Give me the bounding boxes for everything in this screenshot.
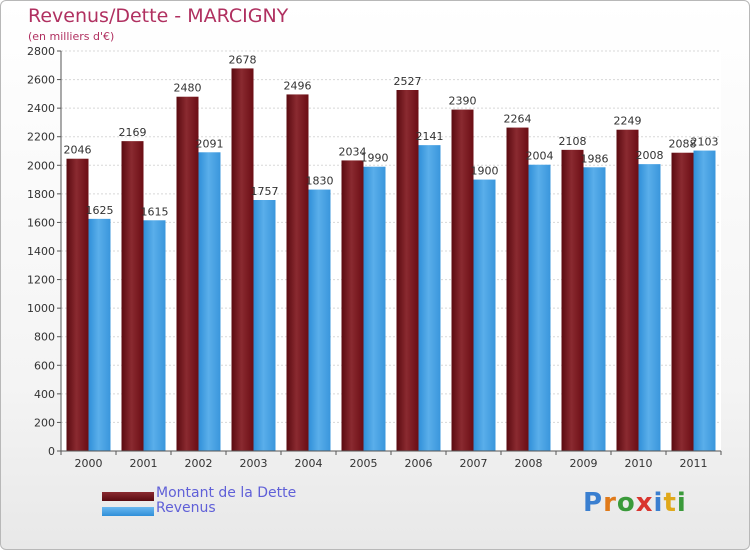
data-label: 2496 [284, 79, 312, 92]
y-tick-label: 400 [34, 388, 55, 401]
x-tick-label: 2010 [625, 457, 653, 470]
grid [61, 50, 721, 452]
data-label: 2008 [636, 149, 664, 162]
data-label: 2264 [504, 113, 532, 126]
data-label: 2004 [526, 150, 554, 163]
y-tick-label: 2600 [27, 74, 55, 87]
bar-revenus [583, 167, 606, 452]
logo-letter: t [663, 488, 677, 518]
x-tick-label: 2002 [185, 457, 213, 470]
logo-letter: P [583, 488, 604, 518]
bar-dette [396, 90, 419, 451]
logo-letter: i [676, 488, 687, 518]
x-tick-label: 2001 [130, 457, 158, 470]
legend-swatch-dette [102, 492, 154, 501]
x-tick-label: 2006 [405, 457, 433, 470]
y-tick-label: 600 [34, 359, 55, 372]
data-label: 1615 [141, 205, 169, 218]
data-label: 2088 [669, 138, 697, 151]
x-tick-label: 2007 [460, 457, 488, 470]
data-label: 2480 [174, 82, 202, 95]
bar-dette [341, 160, 364, 451]
data-label: 2678 [229, 53, 257, 66]
logo-letter: o [616, 488, 636, 518]
y-tick-label: 2400 [27, 102, 55, 115]
bar-dette [231, 68, 254, 451]
y-tick-label: 0 [48, 445, 55, 458]
bar-revenus [143, 220, 166, 451]
bar-dette [176, 96, 199, 451]
y-tick-label: 200 [34, 416, 55, 429]
value-labels: 2046 1625 2169 1615 2480 2091 2678 1757 2496 1830… [64, 53, 719, 218]
proxiti-logo: Proxiti [583, 488, 687, 518]
x-tick-label: 2005 [350, 457, 378, 470]
x-tick-label: 2009 [570, 457, 598, 470]
logo-letter: r [603, 488, 617, 518]
x-tick-label: 2004 [295, 457, 323, 470]
bar-dette [671, 152, 694, 451]
bar-revenus [693, 150, 716, 452]
bar-revenus [88, 218, 111, 451]
data-label: 2091 [196, 137, 224, 150]
y-tick-label: 1000 [27, 302, 55, 315]
bar-dette [286, 94, 309, 451]
x-axis: 2000 2001 2002 2003 2004 2005 2006 2007 2008 2009… [60, 450, 722, 470]
bar-revenus [638, 164, 661, 451]
y-tick-label: 1600 [27, 216, 55, 229]
bar-revenus [363, 166, 386, 451]
logo-letter: x [635, 488, 654, 518]
data-label: 2034 [339, 145, 367, 158]
bar-dette [506, 127, 529, 452]
y-tick-label: 2800 [27, 45, 55, 58]
y-tick-label: 1400 [27, 245, 55, 258]
data-label: 1990 [361, 152, 389, 165]
bar-revenus [308, 189, 331, 452]
bar-revenus [198, 152, 221, 452]
bar-revenus [528, 164, 551, 451]
data-label: 1625 [86, 204, 114, 217]
legend-label-revenus: Revenus [156, 500, 216, 516]
bar-dette [561, 149, 584, 451]
bar-revenus [418, 145, 441, 451]
data-label: 2046 [64, 144, 92, 157]
logo-letter: i [653, 488, 664, 518]
x-tick-label: 2000 [75, 457, 103, 470]
data-label: 2108 [559, 135, 587, 148]
y-tick-label: 2000 [27, 159, 55, 172]
bar-dette [121, 141, 144, 451]
data-label: 2527 [394, 75, 422, 88]
data-label: 1757 [251, 185, 279, 198]
data-label: 1986 [581, 152, 609, 165]
data-label: 1830 [306, 175, 334, 188]
data-label: 2169 [119, 126, 147, 139]
chart-subtitle: (en milliers d'€) [28, 30, 115, 43]
legend-swatch-revenus [102, 507, 154, 516]
legend-label-dette: Montant de la Dette [156, 485, 297, 501]
data-label: 2103 [691, 136, 719, 149]
data-label: 2390 [449, 95, 477, 108]
x-tick-label: 2011 [680, 457, 708, 470]
y-tick-label: 2200 [27, 131, 55, 144]
y-tick-label: 800 [34, 331, 55, 344]
bar-revenus [253, 200, 276, 451]
bar-dette [451, 109, 474, 452]
bars [66, 68, 716, 452]
x-tick-label: 2003 [240, 457, 268, 470]
data-label: 2249 [614, 115, 642, 128]
y-tick-label: 1200 [27, 274, 55, 287]
chart-title: Revenus/Dette - MARCIGNY [28, 5, 289, 27]
bar-revenus [473, 179, 496, 452]
bar-dette [66, 158, 89, 451]
y-tick-label: 1800 [27, 188, 55, 201]
data-label: 2141 [416, 130, 444, 143]
bar-dette [616, 129, 639, 451]
data-label: 1900 [471, 165, 499, 178]
y-axis: 0 200 400 600 800 1000 1200 1400 1600 1800 2000 220… [27, 45, 62, 458]
x-tick-label: 2008 [515, 457, 543, 470]
